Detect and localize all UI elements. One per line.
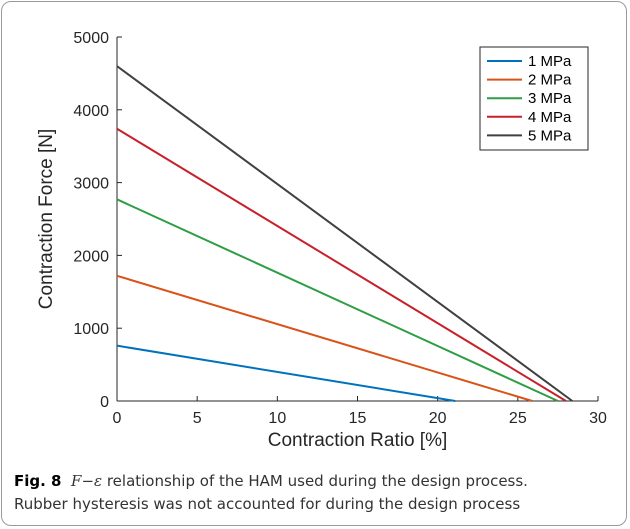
legend-label: 5 MPa [528, 127, 572, 144]
legend-label: 2 MPa [528, 72, 572, 89]
y-tick-label: 5000 [73, 30, 109, 47]
caption-label: Fig. 8 [14, 472, 62, 490]
axes [116, 36, 599, 402]
legend-label: 1 MPa [528, 53, 572, 70]
x-tick-label: 0 [113, 410, 122, 427]
tick-labels: 0 5 10 15 20 25 30 0 1000 2000 3000 4000 5000 [73, 30, 607, 427]
caption-text-line2: Rubber hysteresis was not accounted for … [14, 495, 521, 513]
series-line [116, 344, 456, 402]
caption-text-line1: relationship of the HAM used during the … [102, 472, 528, 490]
x-tick-label: 20 [429, 410, 447, 427]
y-tick-label: 1000 [73, 321, 109, 338]
x-axis-title: Contraction Ratio [%] [268, 430, 448, 451]
figure-caption: Fig. 8 F−ε relationship of the HAM used … [14, 470, 618, 516]
y-tick-label: 3000 [73, 176, 109, 193]
legend-label: 3 MPa [528, 90, 572, 107]
y-axis-title: Contraction Force [N] [36, 129, 57, 310]
legend-label: 4 MPa [528, 109, 572, 126]
x-tick-label: 30 [589, 410, 607, 427]
x-tick-label: 5 [193, 410, 202, 427]
x-tick-label: 15 [349, 410, 367, 427]
chart: 0 5 10 15 20 25 30 0 1000 2000 3000 4000 5000 Contra… [36, 30, 607, 451]
series-group [116, 65, 573, 402]
series-line [116, 65, 573, 402]
series-line [116, 274, 533, 402]
y-tick-label: 4000 [73, 103, 109, 120]
y-tick-label: 0 [100, 394, 109, 411]
x-tick-label: 25 [509, 410, 527, 427]
series-line [116, 198, 559, 402]
x-tick-label: 10 [268, 410, 286, 427]
caption-symbol: F−ε [71, 472, 103, 490]
series-line [116, 127, 567, 402]
y-tick-label: 2000 [73, 248, 109, 265]
